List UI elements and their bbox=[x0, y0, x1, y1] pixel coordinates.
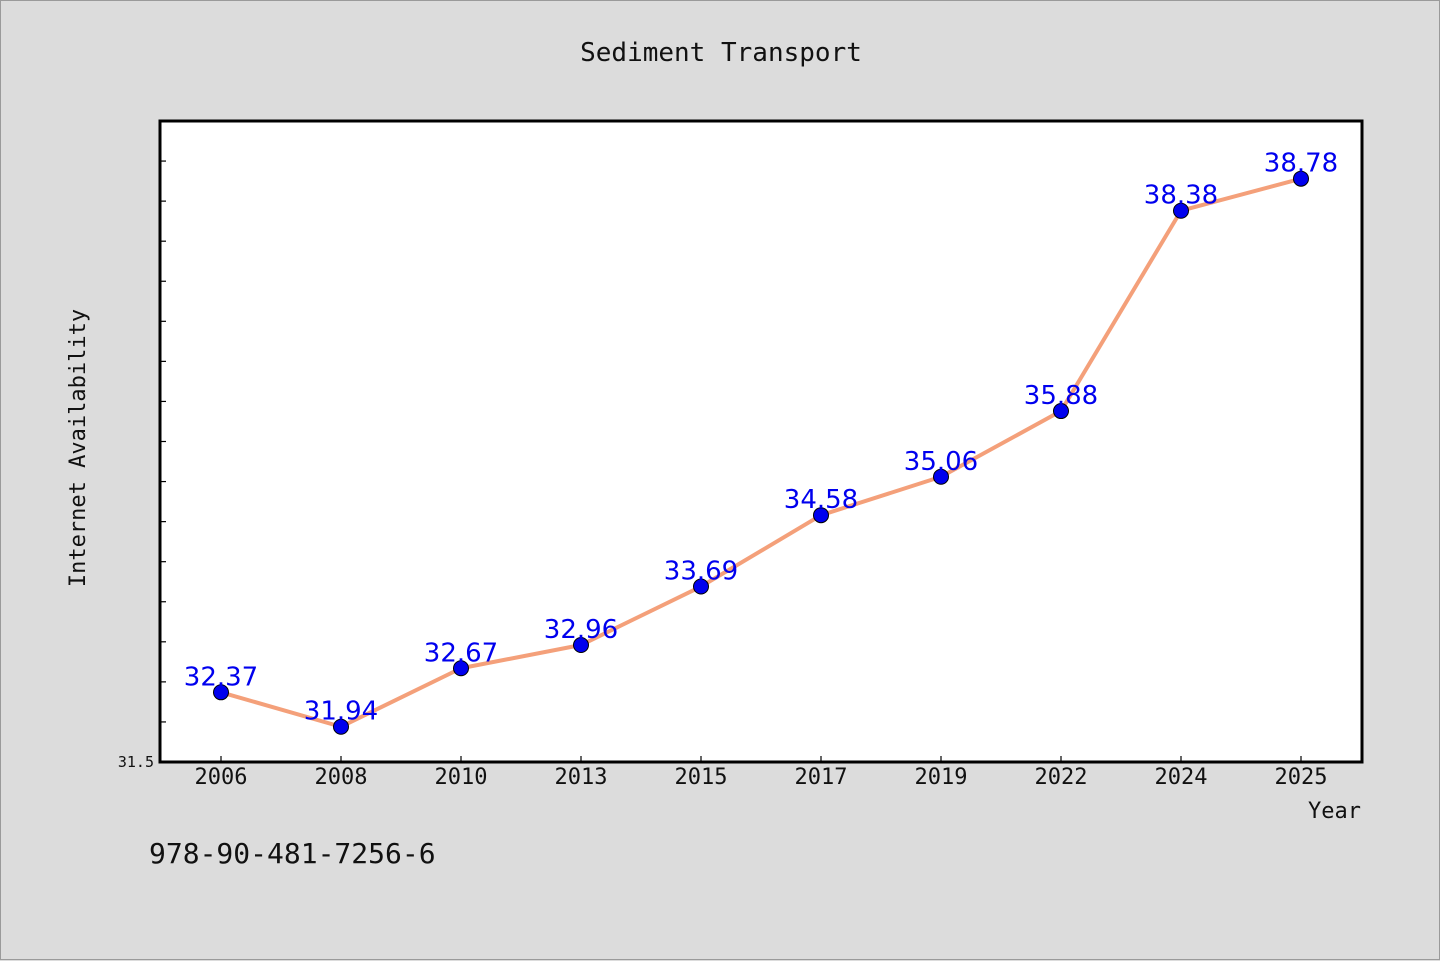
data-point bbox=[213, 684, 229, 701]
series-line bbox=[219, 176, 1303, 729]
data-point bbox=[693, 578, 709, 595]
data-label: 35.88 bbox=[1024, 381, 1098, 411]
data-label: 31.94 bbox=[304, 697, 378, 727]
x-tick-label: 2013 bbox=[555, 765, 608, 790]
x-tick-label: 2006 bbox=[195, 765, 248, 790]
x-tick-label: 2015 bbox=[675, 765, 728, 790]
x-tick-label: 2008 bbox=[315, 765, 368, 790]
data-point bbox=[813, 507, 829, 524]
x-axis-label: Year bbox=[1308, 799, 1361, 824]
data-point bbox=[933, 468, 949, 485]
data-point bbox=[1293, 170, 1309, 187]
data-label: 32.67 bbox=[424, 638, 498, 668]
data-label: 32.37 bbox=[184, 662, 258, 692]
isbn-text: 978-90-481-7256-6 bbox=[149, 837, 436, 870]
data-point bbox=[453, 660, 469, 677]
data-point bbox=[1053, 403, 1069, 420]
series-group: 32.37 31.94 32.67 32.96 33.69 34.58 35.06 35.88… bbox=[184, 149, 1338, 735]
data-label: 34.58 bbox=[784, 485, 858, 515]
data-label: 33.69 bbox=[664, 557, 738, 587]
x-tick-label: 2019 bbox=[915, 765, 968, 790]
data-label: 38.38 bbox=[1144, 181, 1218, 211]
x-tick-label: 2022 bbox=[1035, 765, 1088, 790]
x-tick-label: 2017 bbox=[795, 765, 848, 790]
chart-title: Sediment Transport bbox=[580, 38, 862, 68]
data-label: 38.78 bbox=[1264, 149, 1338, 179]
data-point bbox=[1173, 202, 1189, 219]
x-axis-ticks: 2006 2008 2010 2013 2015 2017 2019 2022 2024 2025 bbox=[195, 756, 1328, 790]
x-tick-label: 2010 bbox=[435, 765, 488, 790]
x-tick-label: 2024 bbox=[1155, 765, 1208, 790]
x-tick-label: 2025 bbox=[1275, 765, 1328, 790]
plot-area bbox=[158, 119, 1364, 764]
data-point bbox=[333, 718, 349, 735]
data-label: 32.96 bbox=[544, 615, 618, 645]
y-axis-ticks bbox=[160, 120, 166, 763]
data-point bbox=[573, 637, 589, 654]
data-label: 35.06 bbox=[904, 447, 978, 477]
y-axis-label: Internet Availability bbox=[66, 309, 91, 587]
y-tick-label-min: 31.5 bbox=[118, 753, 154, 771]
